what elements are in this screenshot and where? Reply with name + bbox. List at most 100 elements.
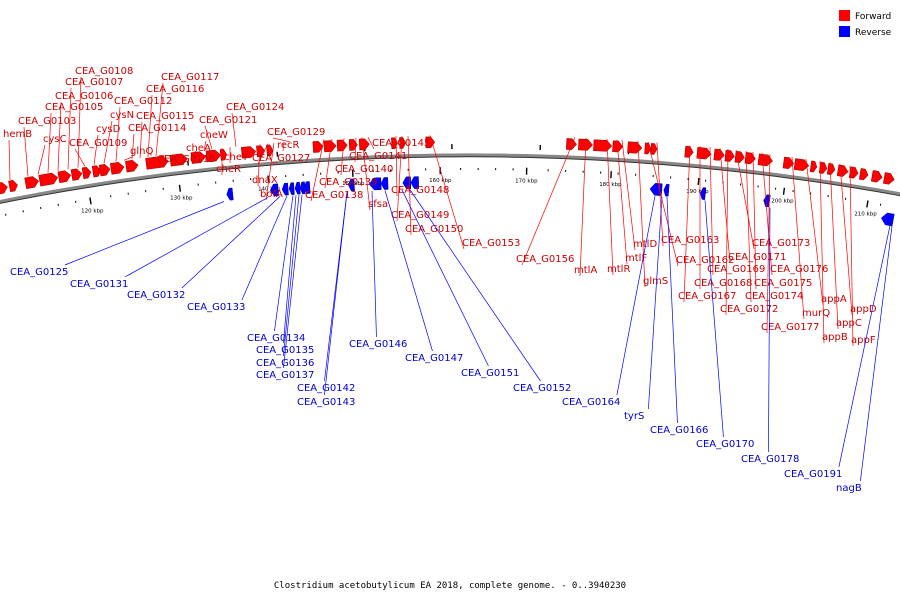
forward-gene-label[interactable]: CEA_G0162 [676, 255, 734, 266]
reverse-gene-label[interactable]: CEA_G0146 [349, 339, 407, 350]
forward-gene-arrow[interactable] [858, 168, 869, 181]
forward-gene-label[interactable]: murQ [802, 308, 830, 319]
forward-gene-label[interactable]: mtlF [625, 253, 647, 264]
reverse-gene-arrow[interactable] [303, 181, 311, 194]
forward-gene-label[interactable]: CEA_G0169 [707, 264, 765, 275]
forward-gene-label[interactable]: CEA_G0149 [391, 210, 449, 221]
reverse-gene-label[interactable]: CEA_G0125 [10, 267, 68, 278]
forward-gene-label[interactable]: bofA [260, 189, 283, 200]
forward-gene-arrow[interactable] [713, 148, 725, 161]
reverse-gene-arrow[interactable] [269, 183, 279, 197]
forward-gene-label[interactable]: CEA_G0168 [694, 278, 752, 289]
forward-gene-label[interactable]: mtlA [574, 265, 597, 276]
forward-gene-arrow[interactable] [57, 170, 72, 184]
forward-gene-arrow[interactable] [734, 150, 745, 163]
forward-gene-label[interactable]: CEA_G0174 [745, 291, 803, 302]
forward-gene-label[interactable]: glmS [643, 276, 668, 287]
forward-gene-label[interactable]: cysN [110, 110, 134, 121]
reverse-gene-arrow[interactable] [294, 181, 301, 195]
forward-gene-label[interactable]: CEA_G0112 [114, 96, 172, 107]
forward-gene-label[interactable]: CEA_G0171 [728, 252, 786, 263]
forward-gene-label[interactable]: CEA_G0176 [770, 264, 828, 275]
forward-gene-label[interactable]: CEA_G0114 [128, 123, 186, 134]
forward-gene-arrow[interactable] [8, 179, 18, 193]
forward-gene-arrow[interactable] [38, 172, 59, 187]
reverse-gene-label[interactable]: CEA_G0136 [256, 358, 314, 369]
reverse-gene-arrow[interactable] [348, 178, 355, 192]
forward-gene-label[interactable]: CEA_G0175 [754, 278, 812, 289]
forward-gene-label[interactable]: CEA_G0124 [226, 102, 284, 113]
forward-gene-arrow[interactable] [627, 141, 643, 154]
forward-gene-label[interactable]: cheW [200, 130, 228, 141]
forward-gene-arrow[interactable] [809, 160, 818, 173]
forward-gene-label[interactable]: CEA_G0107 [65, 77, 123, 88]
reverse-gene-label[interactable]: CEA_G0191 [784, 469, 842, 480]
forward-gene-arrow[interactable] [312, 141, 324, 153]
reverse-gene-arrow[interactable] [880, 212, 895, 227]
forward-gene-arrow[interactable] [240, 146, 257, 159]
forward-gene-label[interactable]: CEA_G0156 [516, 254, 574, 265]
forward-gene-label[interactable]: CEA_G0173 [752, 238, 810, 249]
reverse-gene-label[interactable]: tyrS [624, 411, 644, 422]
forward-gene-label[interactable]: mtlD [633, 239, 657, 250]
forward-gene-label[interactable]: cheR [216, 164, 241, 175]
forward-gene-arrow[interactable] [24, 176, 40, 190]
reverse-gene-label[interactable]: CEA_G0143 [297, 397, 355, 408]
forward-gene-label[interactable]: cysD [96, 124, 121, 135]
forward-gene-arrow[interactable] [205, 149, 221, 163]
forward-gene-label[interactable]: CEA_G0105 [45, 102, 103, 113]
reverse-gene-label[interactable]: CEA_G0134 [247, 333, 305, 344]
reverse-gene-label[interactable]: CEA_G0131 [70, 279, 128, 290]
forward-gene-arrow[interactable] [358, 138, 370, 151]
reverse-gene-label[interactable]: CEA_G0170 [696, 439, 754, 450]
forward-gene-arrow[interactable] [782, 156, 795, 169]
forward-gene-arrow[interactable] [125, 159, 139, 173]
forward-gene-label[interactable]: CEA_G0140 [335, 164, 393, 175]
forward-gene-label[interactable]: CEA_G0163 [661, 235, 719, 246]
reverse-gene-arrow[interactable] [281, 182, 289, 196]
forward-gene-label[interactable]: CEA_G0127 [252, 153, 310, 164]
forward-gene-label[interactable]: CEA_G0153 [462, 238, 520, 249]
forward-gene-arrow[interactable] [266, 144, 274, 157]
reverse-gene-arrow[interactable] [226, 187, 234, 201]
forward-gene-arrow[interactable] [98, 164, 111, 177]
forward-gene-label[interactable]: appC [836, 318, 862, 329]
forward-gene-label[interactable]: cheA [186, 143, 211, 154]
forward-gene-arrow[interactable] [696, 146, 712, 160]
forward-gene-arrow[interactable] [793, 158, 810, 171]
reverse-gene-label[interactable]: CEA_G0152 [513, 383, 571, 394]
forward-gene-arrow[interactable] [145, 155, 169, 170]
forward-gene-arrow[interactable] [593, 139, 613, 152]
forward-gene-label[interactable]: glnQ [130, 146, 153, 157]
reverse-gene-arrow[interactable] [700, 187, 707, 200]
reverse-gene-label[interactable]: CEA_G0178 [741, 454, 799, 465]
forward-gene-label[interactable]: CEA_G0106 [55, 91, 113, 102]
forward-gene-arrow[interactable] [81, 166, 92, 180]
forward-gene-label[interactable]: CEA_G0116 [146, 84, 204, 95]
forward-gene-arrow[interactable] [336, 139, 348, 152]
reverse-gene-label[interactable]: CEA_G0133 [187, 302, 245, 313]
reverse-gene-label[interactable]: CEA_G0151 [461, 368, 519, 379]
forward-gene-label[interactable]: CEA_G0115 [136, 111, 194, 122]
forward-gene-arrow[interactable] [650, 143, 658, 155]
forward-gene-arrow[interactable] [323, 140, 337, 153]
forward-gene-label[interactable]: CEA_G0148 [391, 185, 449, 196]
forward-gene-arrow[interactable] [724, 149, 735, 162]
forward-gene-label[interactable]: CEA_G0118 [157, 154, 215, 165]
forward-gene-arrow[interactable] [169, 153, 188, 167]
reverse-gene-label[interactable]: CEA_G0137 [256, 370, 314, 381]
forward-gene-label[interactable]: CEA_G0167 [678, 291, 736, 302]
forward-gene-arrow[interactable] [0, 182, 8, 195]
forward-gene-arrow[interactable] [644, 142, 652, 155]
forward-gene-label[interactable]: CEA_G0121 [199, 115, 257, 126]
forward-gene-label[interactable]: CEA_G0172 [720, 304, 778, 315]
forward-gene-label[interactable]: sfsa [368, 199, 388, 210]
reverse-gene-arrow[interactable] [380, 177, 389, 190]
forward-gene-label[interactable]: hemB [3, 129, 32, 140]
reverse-gene-label[interactable]: CEA_G0147 [405, 353, 463, 364]
forward-gene-arrow[interactable] [91, 165, 102, 178]
forward-gene-label[interactable]: CEA_G0129 [267, 127, 325, 138]
forward-gene-label[interactable]: CEA_G0145 [372, 138, 430, 149]
forward-gene-arrow[interactable] [566, 138, 577, 150]
reverse-gene-label[interactable]: CEA_G0142 [297, 383, 355, 394]
